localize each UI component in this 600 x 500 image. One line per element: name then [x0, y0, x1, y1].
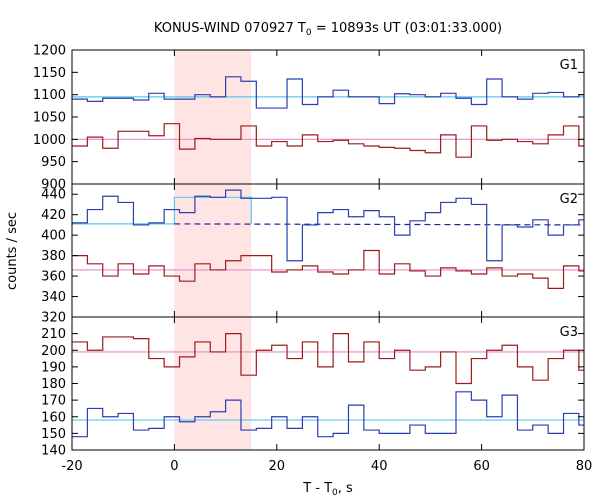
series-layer — [72, 76, 584, 438]
series-g1-low — [72, 123, 584, 158]
y-tick-label: 360 — [41, 270, 66, 285]
series-g3-low — [72, 333, 584, 385]
y-tick-label: 380 — [41, 249, 66, 264]
y-tick-label: 210 — [41, 327, 66, 342]
xlabel-main: T - T — [302, 481, 332, 496]
xlabel-rest: , s — [338, 481, 353, 496]
y-tick-label: 1050 — [33, 111, 66, 126]
y-tick-label: 1100 — [33, 88, 66, 103]
panel-frame-g2 — [71, 183, 585, 318]
y-tick-label: 1000 — [33, 133, 66, 148]
panel-label-g3: G3 — [560, 325, 578, 340]
xlabel-subscript: 0 — [332, 488, 338, 498]
highlight-interval — [174, 50, 252, 450]
y-tick-label: 320 — [41, 311, 66, 326]
y-axis-label: counts / sec — [5, 212, 20, 290]
y-tick-label: 160 — [41, 410, 66, 425]
title-subscript: 0 — [306, 28, 312, 38]
y-tick-label: 1200 — [33, 44, 66, 59]
y-tick-label: 190 — [41, 360, 66, 375]
series-g1-high — [72, 76, 584, 109]
x-tick-label: 80 — [576, 459, 593, 474]
chart-title: KONUS-WIND 070927 T0 = 10893s UT (03:01:… — [154, 21, 502, 38]
series-g2-low — [72, 249, 584, 289]
x-axis-label: T - T0, s — [302, 481, 353, 498]
y-tick-label: 420 — [41, 208, 66, 223]
axes-layer: 900 950 1000 1050 1100 1150 1200 G1 320 340 360 380… — [33, 44, 592, 475]
y-tick-label: 440 — [41, 188, 66, 203]
title-main: KONUS-WIND 070927 T — [154, 21, 306, 36]
y-tick-label: 400 — [41, 229, 66, 244]
x-tick-label: -20 — [61, 459, 82, 474]
y-tick-label: 950 — [41, 155, 66, 170]
y-tick-label: 200 — [41, 344, 66, 359]
series-g2-high — [72, 189, 584, 262]
series-g3-high — [72, 391, 584, 438]
panel-label-g1: G1 — [560, 58, 578, 73]
y-tick-label: 150 — [41, 427, 66, 442]
y-tick-label: 900 — [41, 178, 66, 193]
panel-frame-g1 — [71, 49, 585, 185]
y-tick-label: 170 — [41, 394, 66, 409]
background-layer — [72, 96, 585, 421]
title-rest: = 10893s UT (03:01:33.000) — [312, 21, 502, 36]
y-tick-label: 340 — [41, 290, 66, 305]
x-tick-label: 60 — [473, 459, 490, 474]
y-tick-label: 140 — [41, 444, 66, 459]
x-tick-label: 0 — [170, 459, 178, 474]
y-tick-label: 1150 — [33, 66, 66, 81]
x-tick-label: 20 — [269, 459, 286, 474]
panel-label-g2: G2 — [560, 192, 578, 207]
x-tick-label: 40 — [371, 459, 388, 474]
highlight-layer — [174, 50, 252, 450]
y-tick-label: 180 — [41, 377, 66, 392]
